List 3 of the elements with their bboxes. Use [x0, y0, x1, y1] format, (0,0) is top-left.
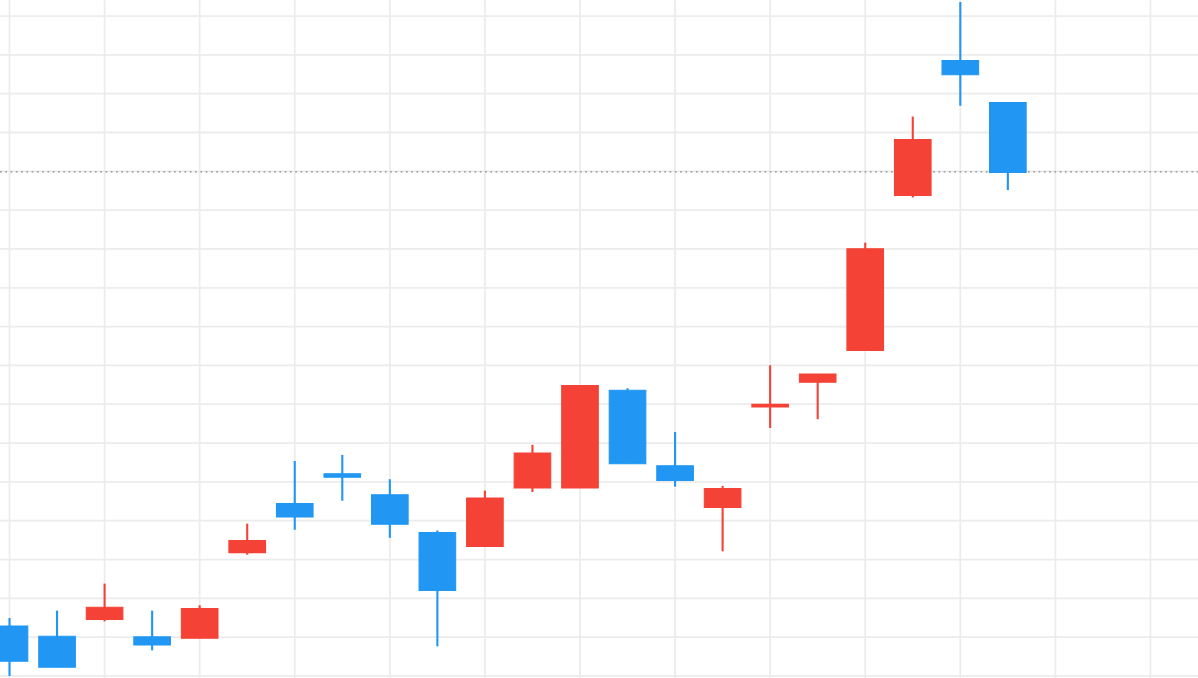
candlestick [751, 364, 789, 430]
candlestick [323, 453, 362, 502]
candlestick [941, 0, 980, 107]
